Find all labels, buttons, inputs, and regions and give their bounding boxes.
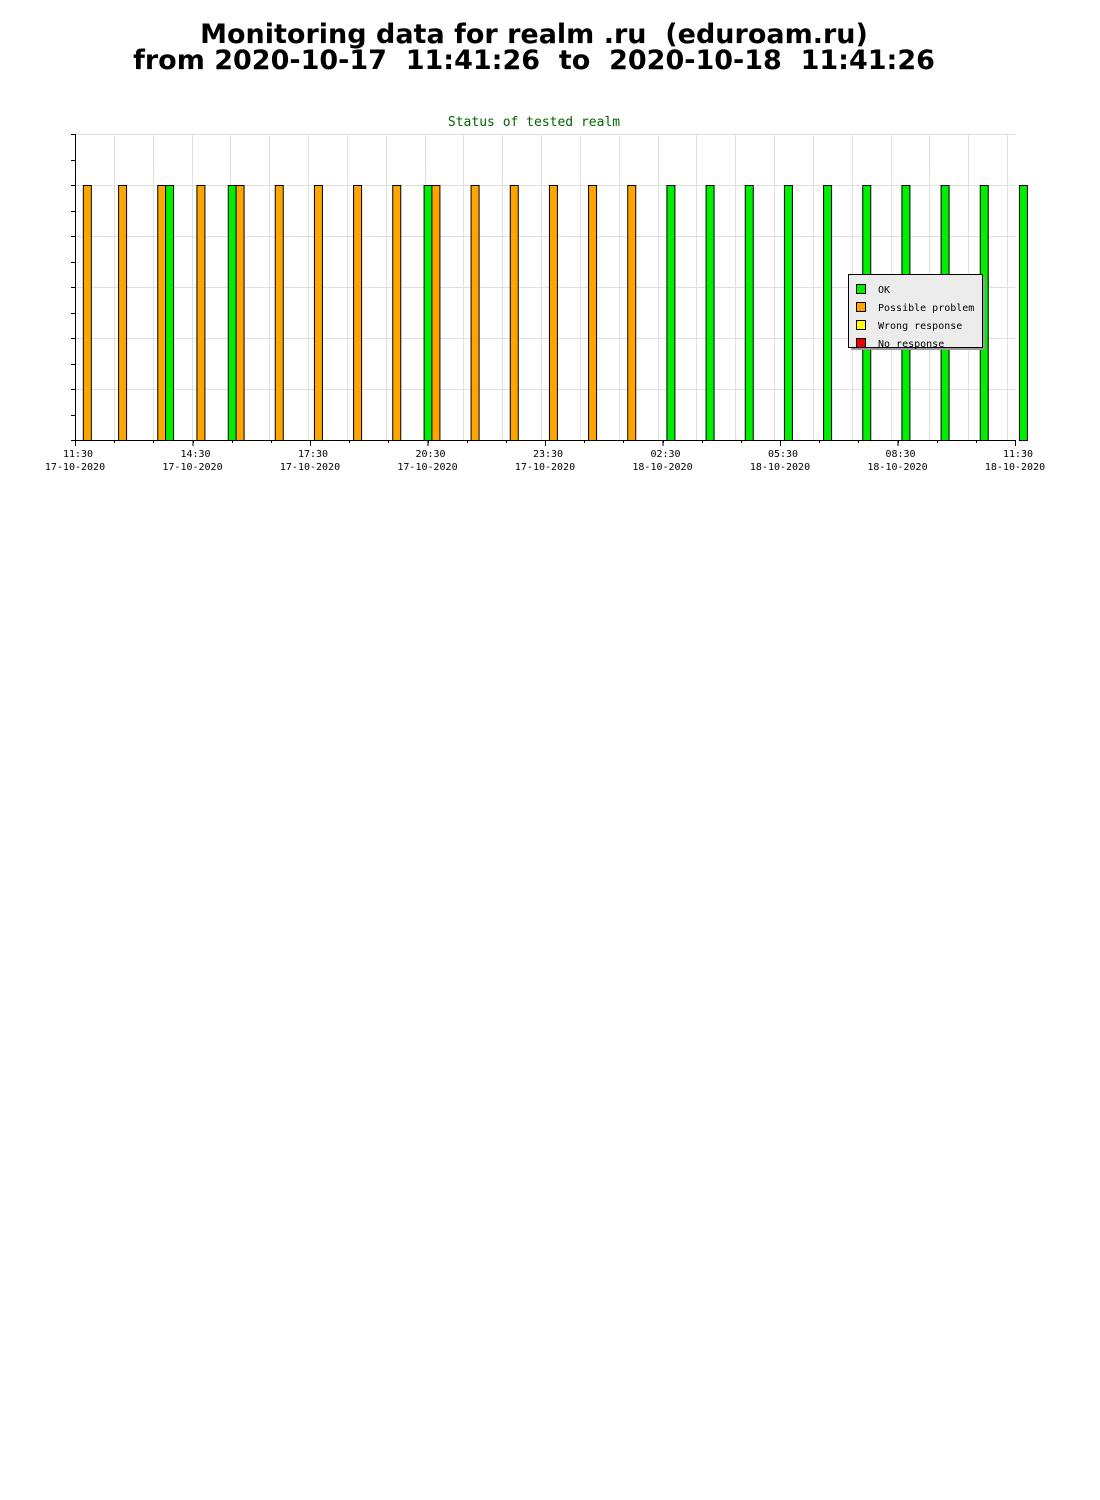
x-tick-label-date: 18-10-2020 — [867, 462, 927, 473]
x-tick-label-time: 14:30 — [180, 449, 210, 460]
x-tick-label-time: 23:30 — [533, 449, 563, 460]
legend-label: Wrong response — [878, 321, 962, 332]
status-bar — [823, 185, 833, 441]
x-tick-label-date: 18-10-2020 — [632, 462, 692, 473]
status-bar — [627, 185, 637, 441]
chart-title: Status of tested realm — [448, 115, 620, 130]
legend-label: Possible problem — [878, 303, 974, 314]
status-bar — [470, 185, 480, 441]
status-bar — [118, 185, 128, 441]
status-chart: Status of tested realm 11:30 17-10-2020 14… — [45, 115, 1045, 473]
x-tick-label-time: 08:30 — [885, 449, 915, 460]
status-bar — [157, 185, 167, 441]
x-tick-label-date: 17-10-2020 — [162, 462, 222, 473]
status-bar — [235, 185, 245, 441]
status-bar — [313, 185, 323, 441]
status-bar — [423, 185, 433, 441]
page-title-line1: Monitoring data for realm .ru (eduroam.r… — [200, 19, 868, 50]
x-tick-label-time: 11:30 — [1003, 449, 1033, 460]
status-bar — [392, 185, 402, 441]
legend-swatch — [856, 320, 866, 330]
x-tick-label-date: 17-10-2020 — [280, 462, 340, 473]
status-bar — [509, 185, 519, 441]
legend-swatch — [856, 284, 866, 294]
x-tick-label-date: 17-10-2020 — [45, 462, 105, 473]
x-tick-label-date: 17-10-2020 — [515, 462, 575, 473]
page-title: Monitoring data for realm .ru (eduroam.r… — [0, 19, 1068, 76]
x-tick-label-time: 02:30 — [650, 449, 680, 460]
status-bar — [588, 185, 598, 441]
legend-label: OK — [878, 285, 890, 296]
x-tick-label-time: 11:30 — [63, 449, 93, 460]
x-axis-ticks: 11:30 17-10-2020 14:30 17-10-2020 17:30 17-10… — [45, 440, 1045, 473]
status-bar — [196, 185, 206, 441]
legend-swatch — [856, 302, 866, 312]
status-bar — [666, 185, 676, 441]
status-bar — [705, 185, 715, 441]
status-bar — [431, 185, 441, 441]
x-tick-label-time: 17:30 — [298, 449, 328, 460]
x-tick-label-date: 18-10-2020 — [750, 462, 810, 473]
chart-legend: OK Possible problem Wrong response No respo… — [848, 274, 985, 350]
page-title-line2: from 2020-10-17 11:41:26 to 2020-10-18 1… — [133, 45, 935, 76]
status-bar — [274, 185, 284, 441]
x-tick-label-time: 20:30 — [415, 449, 445, 460]
legend-swatch — [856, 338, 866, 348]
status-bar — [353, 185, 363, 441]
x-tick-label-date: 18-10-2020 — [985, 462, 1045, 473]
status-bar — [165, 185, 175, 441]
status-bar — [227, 185, 237, 441]
status-bar — [82, 185, 92, 441]
x-tick-label-time: 05:30 — [768, 449, 798, 460]
status-bar — [783, 185, 793, 441]
x-tick-label-date: 17-10-2020 — [397, 462, 457, 473]
legend-label: No response — [878, 339, 944, 350]
legend-box — [848, 274, 983, 348]
status-bar — [744, 185, 754, 441]
status-bar — [1018, 185, 1028, 441]
status-bar — [548, 185, 558, 441]
